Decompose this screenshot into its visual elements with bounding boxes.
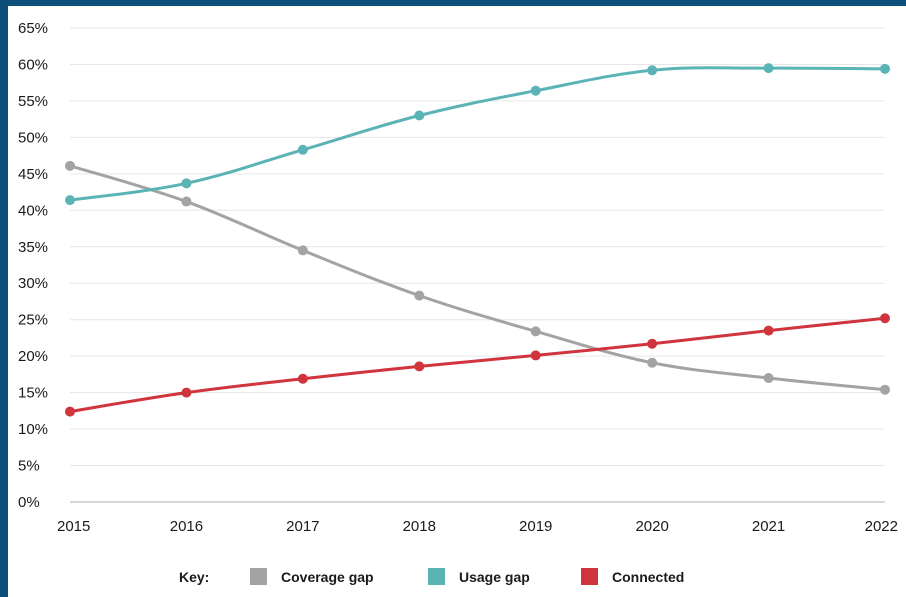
x-tick-label: 2015 — [57, 518, 90, 535]
data-point-usage-gap — [297, 144, 308, 155]
data-point-coverage-gap — [647, 357, 658, 368]
series-line-usage-gap — [68, 66, 887, 202]
x-tick-label: 2019 — [519, 518, 552, 535]
data-point-coverage-gap — [297, 245, 308, 256]
data-point-usage-gap — [65, 195, 75, 206]
y-tick-label: 5% — [18, 458, 40, 475]
data-point-coverage-gap — [763, 373, 774, 384]
y-tick-label: 60% — [18, 56, 48, 73]
y-tick-label: 20% — [18, 348, 48, 365]
data-point-coverage-gap — [181, 196, 192, 207]
gridlines — [70, 27, 885, 467]
data-point-coverage-gap — [530, 326, 541, 337]
data-point-usage-gap — [530, 85, 541, 96]
legend-swatch-connected — [581, 568, 598, 585]
y-tick-label: 10% — [18, 421, 48, 438]
legend-swatch-coverage-gap — [250, 568, 267, 585]
data-points — [65, 63, 890, 417]
legend-label-coverage-gap: Coverage gap — [281, 569, 374, 585]
y-tick-label: 15% — [18, 385, 48, 402]
y-tick-label: 40% — [18, 202, 48, 219]
chart-panel: 0% 5% 10% 15% 20% 25% 30% 35% 40% 45% 50% 55% 60% 65%… — [8, 6, 906, 597]
series-lines — [68, 66, 887, 414]
data-point-usage-gap — [880, 63, 890, 74]
data-point-coverage-gap — [65, 160, 75, 171]
x-tick-label: 2021 — [752, 518, 785, 535]
data-point-connected — [414, 361, 425, 372]
y-tick-label: 25% — [18, 312, 48, 329]
x-tick-label: 2020 — [635, 518, 668, 535]
x-tick-label: 2016 — [170, 518, 203, 535]
legend: Key: Coverage gap Usage gap Connected — [8, 564, 906, 590]
x-tick-label: 2017 — [286, 518, 319, 535]
data-point-usage-gap — [763, 63, 774, 74]
line-chart: 0% 5% 10% 15% 20% 25% 30% 35% 40% 45% 50% 55% 60% 65%… — [18, 20, 898, 535]
data-point-coverage-gap — [414, 290, 425, 301]
y-tick-label: 30% — [18, 275, 48, 292]
legend-swatch-usage-gap — [428, 568, 445, 585]
data-point-coverage-gap — [880, 384, 890, 395]
data-point-usage-gap — [414, 110, 425, 121]
y-tick-label: 50% — [18, 129, 48, 146]
axes: 0% 5% 10% 15% 20% 25% 30% 35% 40% 45% 50% 55% 60% 65%… — [18, 20, 898, 535]
data-point-usage-gap — [647, 65, 658, 76]
data-point-connected — [763, 325, 774, 336]
y-tick-label: 35% — [18, 239, 48, 256]
series-line-connected — [68, 316, 887, 414]
data-point-connected — [880, 313, 890, 324]
legend-label-connected: Connected — [612, 569, 685, 585]
legend-key-label: Key: — [179, 569, 210, 585]
data-point-connected — [297, 373, 308, 384]
data-point-connected — [530, 350, 541, 361]
data-point-connected — [181, 387, 192, 398]
x-tick-label: 2022 — [865, 518, 898, 535]
y-tick-label: 65% — [18, 20, 48, 37]
y-tick-label: 45% — [18, 166, 48, 183]
x-tick-label: 2018 — [403, 518, 436, 535]
data-point-connected — [647, 338, 658, 349]
y-tick-label: 55% — [18, 93, 48, 110]
y-tick-label: 0% — [18, 494, 40, 511]
data-point-connected — [65, 406, 75, 417]
series-line-coverage-gap — [68, 164, 887, 392]
data-point-usage-gap — [181, 178, 192, 189]
legend-label-usage-gap: Usage gap — [459, 569, 530, 585]
